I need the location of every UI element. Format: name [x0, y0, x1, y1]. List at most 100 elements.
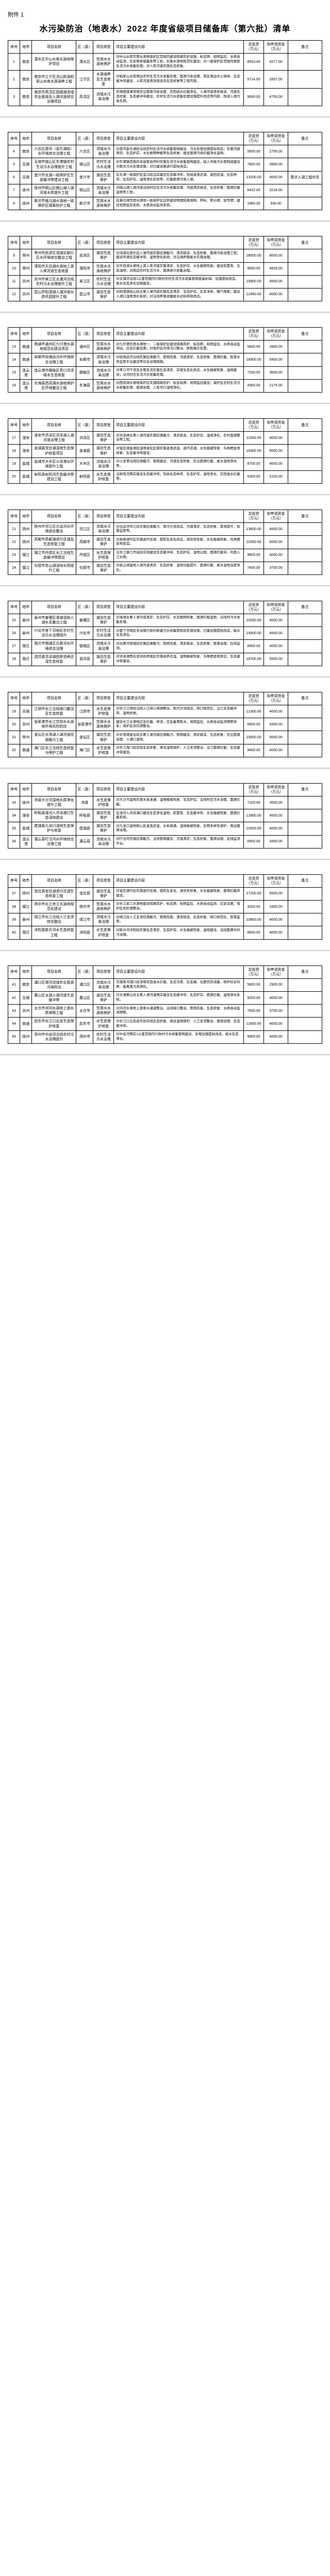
cell — [288, 88, 322, 106]
cell: 浦口区滁河流域农业面源污染防治 — [32, 978, 76, 991]
table-row: 36 连云港 灌云县叮当河水环境综合治理工程 灌云县 流域水污染治理 对叮当河实… — [8, 835, 322, 848]
cell: 5500.00 — [264, 887, 288, 900]
project-table: 序号 地市 项目名称 区（县） 项目类型 项目主要建设内容 总投资（万元） 拟申… — [8, 40, 322, 106]
cell — [288, 926, 322, 939]
cell: 沭阳县新沂河水生态修复工程 — [32, 926, 76, 939]
cell: 4 — [8, 145, 20, 158]
cell — [288, 523, 322, 536]
cell: 11600.00 — [243, 1018, 264, 1030]
header-col-content: 项目主要建设内容 — [114, 965, 244, 978]
cell: 19 — [8, 457, 20, 470]
header-col-city: 地市 — [20, 510, 32, 522]
cell: 36 — [8, 835, 20, 848]
cell: 扬中市长江夹江水源地规范化建设 — [32, 901, 76, 913]
cell: 44 — [8, 1018, 20, 1030]
cell: 流域水污染治理 — [93, 184, 114, 197]
cell: 3200.00 — [243, 901, 264, 913]
cell: 镇江 — [20, 562, 32, 574]
cell: 11500.00 — [243, 432, 264, 445]
header-col-name: 项目名称 — [32, 41, 76, 54]
cell: 对太浦河沿线1公里范围内行政村农村生活污水收集管网查漏补缺、设施提标改造、尾水生… — [114, 275, 244, 288]
header-col-remark: 备注 — [288, 692, 322, 705]
cell: 宿迁市宿城区古黄河水环境综合治理 — [32, 640, 76, 653]
header-col-apply: 拟申请资金（万元） — [264, 965, 288, 978]
cell: 无锡 — [20, 705, 32, 718]
cell: 徐州 — [20, 184, 32, 197]
cell: 流域水污染治理 — [93, 366, 114, 379]
cell: 2750.00 — [264, 145, 288, 158]
cell: 六合区滁河（金牛湖段）水环境综合治理工程 — [32, 145, 76, 158]
cell: 盐城 — [20, 822, 32, 835]
cell: 34 — [8, 809, 20, 822]
cell: 湖泊生态保护 — [93, 562, 114, 574]
cell: 宿城区 — [76, 640, 93, 653]
cell: 5500.00 — [243, 145, 264, 158]
cell: 45 — [8, 1030, 20, 1043]
cell: 昆山市阳澄湖入湖河道水质巩固提升工程 — [32, 288, 76, 301]
cell: 5400.00 — [264, 353, 288, 366]
header-col-content: 项目主要建设内容 — [114, 132, 244, 145]
cell: 对里下河地区未治理行政村新建污水收集管网及处理设施、已建设施提标改造、尾水生态净… — [114, 627, 244, 640]
cell: 在淮河入洪泽湖口建设生态净化湿地、前置库、生态缓冲带、水生植被恢复、面源拦截系统… — [114, 809, 244, 822]
cell: 苏州 — [20, 288, 32, 301]
cell: 南京 — [20, 54, 32, 71]
header-col-type: 项目类型 — [93, 510, 114, 522]
cell: 盐城市大丰区斗龙港水环境提升工程 — [32, 457, 76, 470]
cell: 南京 — [20, 978, 32, 991]
header-col-name: 项目名称 — [32, 965, 76, 978]
header-col-city: 地市 — [20, 236, 32, 249]
page-4: 序号 地市 项目名称 区（县） 项目类型 项目主要建设内容 总投资（万元） 拟申… — [0, 317, 330, 404]
cell: 9200.00 — [243, 992, 264, 1005]
cell: 射阳县射阳河生态缓冲带建设工程 — [32, 470, 76, 483]
cell: 水源涵养及生态修复 — [93, 71, 114, 88]
header-col-total: 总投资（万元） — [243, 132, 264, 145]
cell: 湖泊生态保护 — [93, 614, 114, 627]
cell: 南通 — [20, 1018, 32, 1030]
cell: 赣榆区 — [76, 366, 93, 379]
table-row: 3 南京 南京市高淳区固城湖流域农业面源及入湖河道综合治理项目 高淳区 流域水污… — [8, 88, 322, 106]
header-col-total: 总投资（万元） — [243, 510, 264, 522]
cell — [288, 288, 322, 301]
cell: 海门区长江沿线生态修复与保护工程 — [32, 744, 76, 757]
cell: 农村生活污水治理 — [93, 1030, 114, 1043]
table-row: 10 常州 溧阳市天目湖水源地上游入库河道生态修复 溧阳市 饮用水水源地保护 对… — [8, 262, 322, 275]
cell: 流域水污染治理 — [93, 835, 114, 848]
cell: 南京 — [20, 145, 32, 158]
table-row: 43 苏州 太仓市浏河水源地上游水质保障工程 太仓市 饮用水水源地保护 对浏河水… — [8, 1005, 322, 1018]
cell: 18900.00 — [243, 353, 264, 366]
cell: 2 — [8, 71, 20, 88]
cell: 对中山水库饮用水源地保护区范围内建设隔离防护设施、标志牌、视频监控、水质自动监测… — [114, 54, 244, 71]
header-col-seq: 序号 — [8, 41, 20, 54]
cell: 流域水污染治理 — [93, 145, 114, 158]
table-row: 4 南京 六合区滁河（金牛湖段）水环境综合治理工程 六合区 流域水污染治理 对滁… — [8, 145, 322, 158]
cell: 2857.00 — [264, 71, 288, 88]
cell: 沭阳县 — [76, 926, 93, 939]
cell: 连云港 — [20, 379, 32, 392]
cell: 高邮市 — [76, 536, 93, 549]
header-col-remark: 备注 — [288, 601, 322, 614]
header-col-apply: 拟申请资金（万元） — [264, 328, 288, 341]
cell: 饮用水水源地保护 — [93, 1005, 114, 1018]
table-row: 28 宿迁 泗洪县洪泽湖西岸退养还湿生态修复 泗洪县 湖泊生态保护 对洪泽湖西岸… — [8, 653, 322, 666]
cell — [288, 1018, 322, 1030]
header-col-county: 区（县） — [76, 419, 93, 432]
cell: 大丰区 — [76, 457, 93, 470]
cell: 无锡 — [20, 992, 32, 1005]
cell: 湖泊生态保护 — [93, 731, 114, 744]
cell: 21 — [8, 523, 20, 536]
header-col-seq: 序号 — [8, 874, 20, 887]
cell: 对高邮湖圩区实施退圩还湖、堤防生态化改造、湖滨带修复、水生植被恢复、鸟类栖息地营… — [114, 536, 244, 549]
cell: 对柏家山水库周边农村生活污水收集处理、面源污染治理、库区周边水土保持、生态缓冲带… — [114, 71, 244, 88]
page-6: 序号 地市 项目名称 区（县） 项目类型 项目主要建设内容 总投资（万元） 拟申… — [0, 499, 330, 586]
cell: 水生态保护修复 — [93, 1018, 114, 1030]
header-col-name: 项目名称 — [32, 132, 76, 145]
cell: 在太湖一级保护区宜兴段沿岸建设生态缓冲带，包括退渔还湖、退田还湿、生态林带、生态… — [114, 171, 244, 184]
header-col-seq: 序号 — [8, 783, 20, 796]
table-row: 35 盐城 建湖县九龙口湿地生态保护与修复 建湖县 湖泊生态保护 对九龙口湿地核… — [8, 822, 322, 835]
cell: 淮安 — [20, 432, 32, 445]
cell: 4000.00 — [264, 171, 288, 184]
cell: 10800.00 — [243, 913, 264, 926]
cell: 对长江口北支启东段岸线生态修复、滩涂湿地保护、入江支流整治、面源治理、生态缓冲带… — [114, 1018, 244, 1030]
header-col-apply: 拟申请资金（万元） — [264, 510, 288, 522]
cell: 湖泊生态保护 — [93, 653, 114, 666]
